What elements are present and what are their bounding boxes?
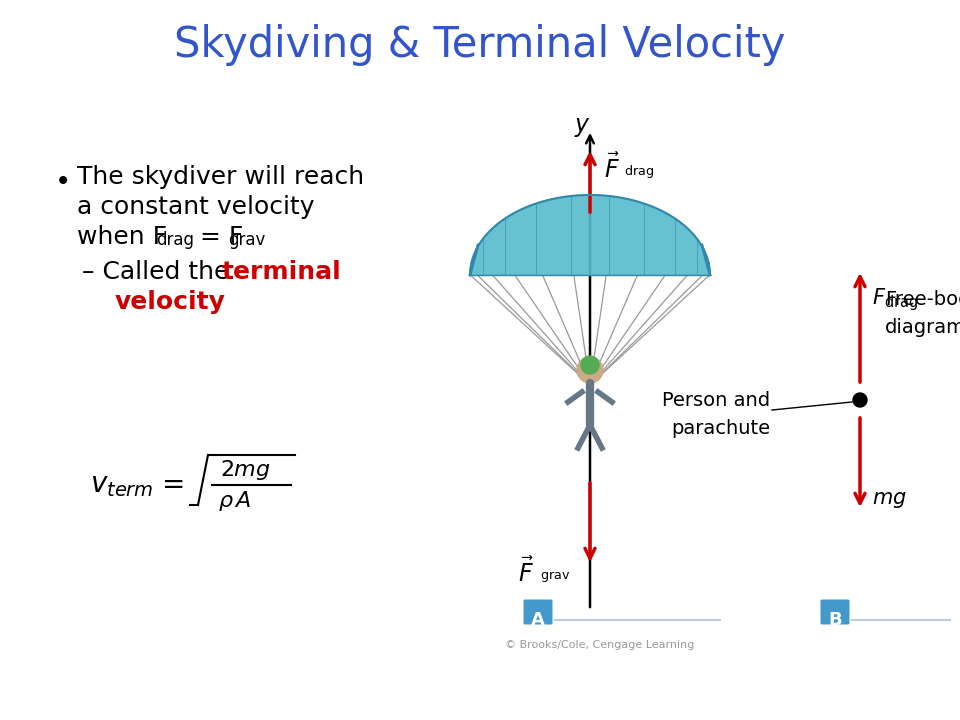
Text: terminal: terminal: [222, 260, 342, 284]
FancyBboxPatch shape: [523, 600, 553, 624]
FancyBboxPatch shape: [821, 600, 850, 624]
Text: grav: grav: [228, 231, 265, 249]
Text: •: •: [55, 168, 71, 196]
Text: – Called the: – Called the: [82, 260, 237, 284]
Text: a constant velocity: a constant velocity: [77, 195, 315, 219]
Text: y: y: [575, 113, 589, 137]
Text: Person and
parachute: Person and parachute: [661, 392, 770, 438]
Text: $_{\rm drag}$: $_{\rm drag}$: [624, 163, 654, 181]
Text: drag: drag: [156, 231, 194, 249]
Circle shape: [581, 356, 599, 374]
Text: $\rho \, A$: $\rho \, A$: [218, 489, 252, 513]
Text: when F: when F: [77, 225, 167, 249]
Text: =: =: [162, 471, 185, 499]
Text: B: B: [828, 611, 842, 629]
Text: © Brooks/Cole, Cengage Learning: © Brooks/Cole, Cengage Learning: [505, 640, 695, 650]
Text: $_{\rm grav}$: $_{\rm grav}$: [540, 567, 570, 585]
Text: $mg$: $mg$: [872, 490, 907, 510]
Text: Free-body
diagram: Free-body diagram: [885, 290, 960, 337]
Polygon shape: [470, 195, 710, 275]
Text: The skydiver will reach: The skydiver will reach: [77, 165, 364, 189]
Text: A: A: [531, 611, 545, 629]
Circle shape: [577, 357, 603, 383]
Circle shape: [853, 393, 867, 407]
Text: Skydiving & Terminal Velocity: Skydiving & Terminal Velocity: [175, 24, 785, 66]
Text: velocity: velocity: [115, 290, 226, 314]
Text: $\vec{F}$: $\vec{F}$: [518, 557, 534, 587]
Text: = F: = F: [192, 225, 244, 249]
Text: $\mathit{v}_{term}$: $\mathit{v}_{term}$: [90, 471, 154, 499]
Text: $2mg$: $2mg$: [220, 458, 271, 482]
Text: $\vec{F}$: $\vec{F}$: [604, 153, 620, 183]
Text: $F_{\rm drag}$: $F_{\rm drag}$: [872, 287, 918, 313]
